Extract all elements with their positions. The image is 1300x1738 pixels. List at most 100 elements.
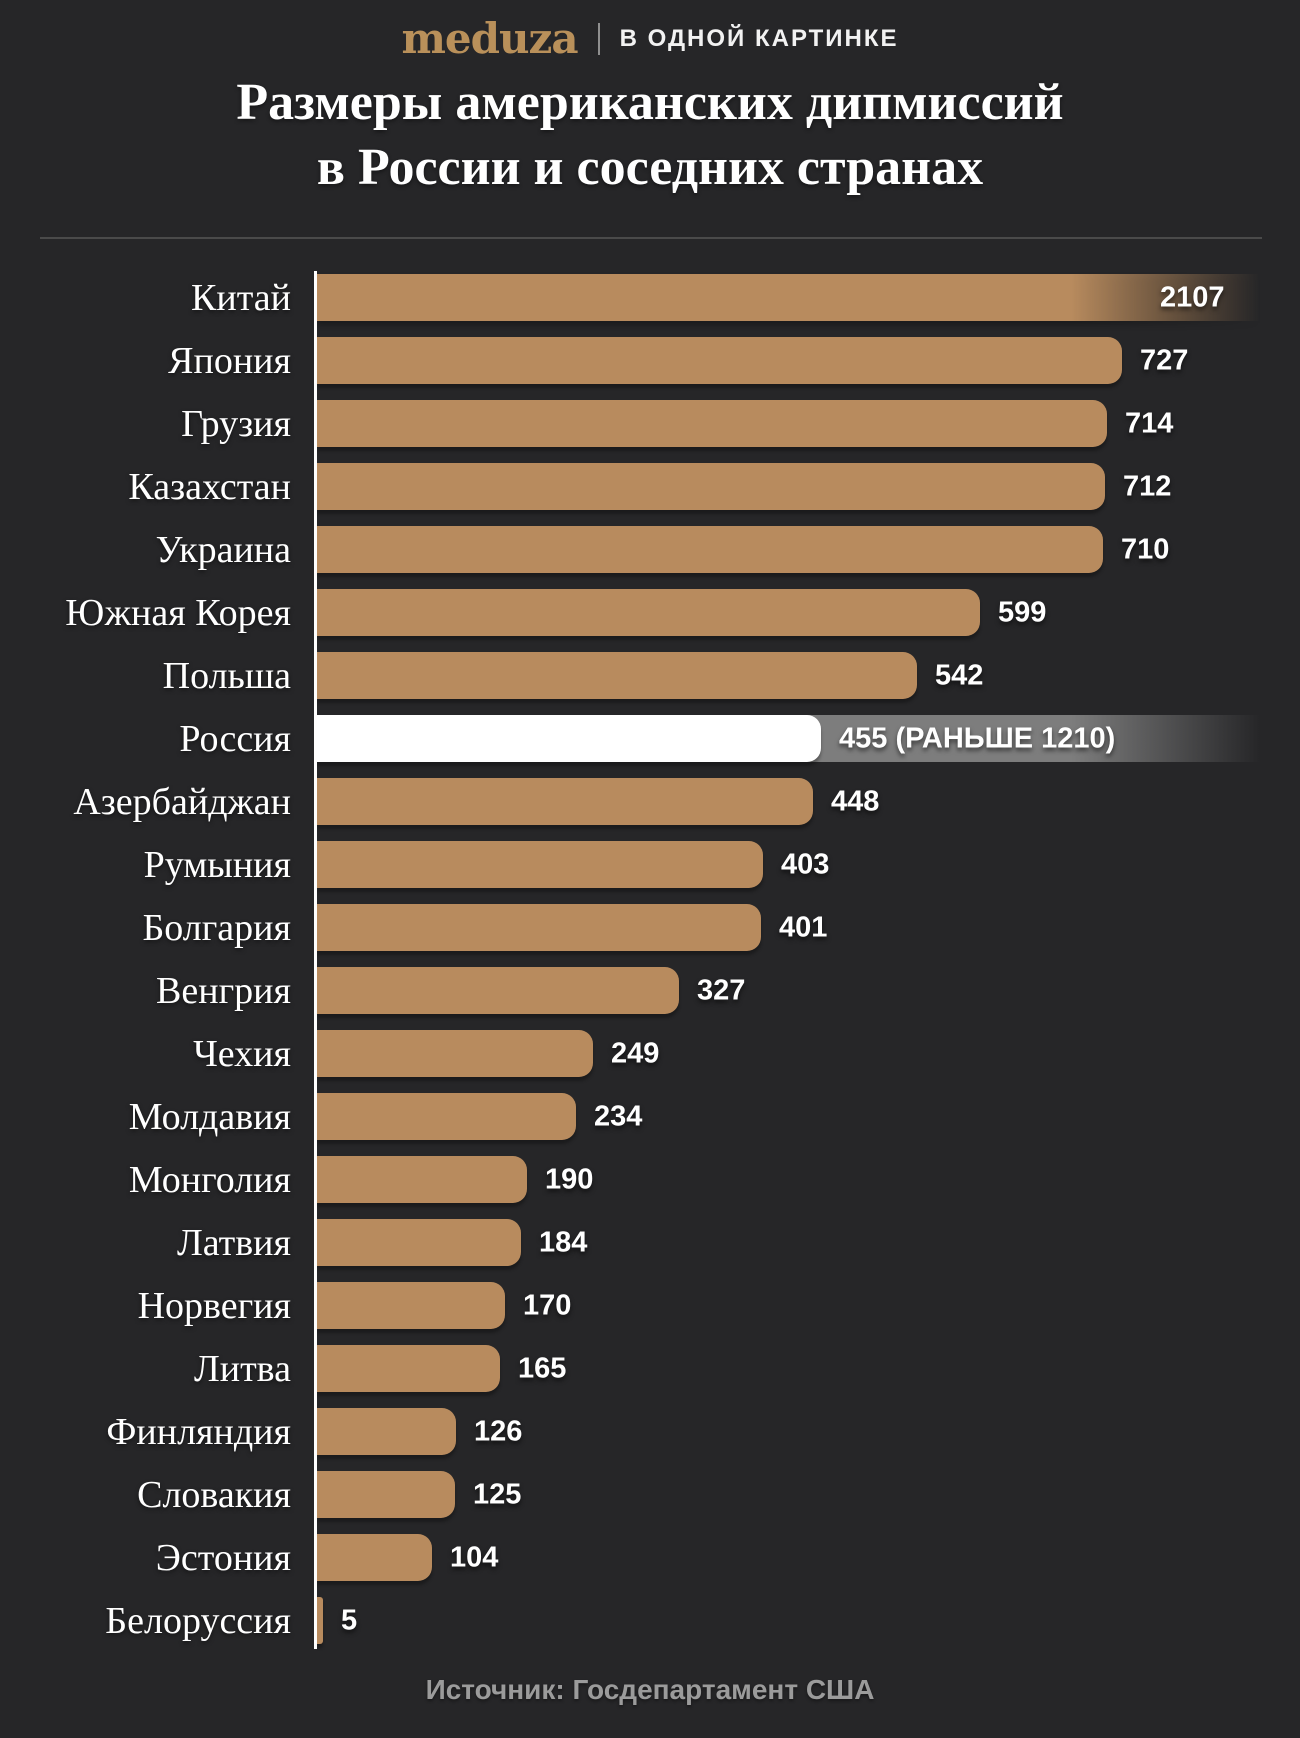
bar [317,1093,576,1140]
bar [317,1345,500,1392]
bar [317,1030,593,1077]
chart-row: Чехия 249 [0,1022,1300,1085]
bar-highlight [317,715,821,762]
value-label: 401 [779,911,828,943]
value-label: 5 [341,1604,358,1636]
country-label: Грузия [181,402,291,445]
country-label: Россия [179,717,291,760]
bar-area: 710 [317,518,1300,581]
y-axis-line [314,271,317,1649]
chart-row: Болгария 401 [0,896,1300,959]
bar-area: 599 [317,581,1300,644]
country-label: Украина [155,528,291,571]
value-label: 104 [450,1541,499,1573]
chart-row: Грузия 714 [0,392,1300,455]
country-label: Латвия [176,1221,291,1264]
value-label: 170 [523,1289,572,1321]
bar [317,967,679,1014]
bar-overflow [317,274,1260,321]
bar-area: 448 [317,770,1300,833]
country-label: Эстония [155,1536,291,1579]
meduza-logo: meduza [401,14,578,63]
value-label: 714 [1125,407,1174,439]
bar [317,778,813,825]
title-line-2: в России и соседних странах [316,139,984,196]
value-label: 403 [781,848,830,880]
chart-row: Румыния 403 [0,833,1300,896]
chart-row: Норвегия 170 [0,1274,1300,1337]
bar-area: 401 [317,896,1300,959]
bar-area: 190 [317,1148,1300,1211]
bar-area: 126 [317,1400,1300,1463]
value-label: 710 [1121,533,1170,565]
country-label: Словакия [137,1473,291,1516]
country-label: Азербайджан [73,780,291,823]
value-label: 125 [473,1478,522,1510]
value-label: 2107 [1160,281,1225,313]
chart-row: Казахстан 712 [0,455,1300,518]
value-label: 234 [594,1100,643,1132]
country-label: Литва [193,1347,291,1390]
bar [317,400,1107,447]
bar [317,652,917,699]
chart-row: Монголия 190 [0,1148,1300,1211]
source-note: Источник: Госдепартамент США [425,1674,875,1705]
bar [317,337,1122,384]
country-label: Норвегия [137,1284,291,1327]
bar [317,1534,432,1581]
bar-area: 170 [317,1274,1300,1337]
country-label: Польша [162,654,291,697]
value-label: 165 [518,1352,567,1384]
rubric-label: В ОДНОЙ КАРТИНКЕ [619,25,899,52]
value-label: 448 [831,785,880,817]
bar-area: 249 [317,1022,1300,1085]
bar-area: 714 [317,392,1300,455]
brand-bar: meduza В ОДНОЙ КАРТИНКЕ [0,18,1300,60]
page-title: Размеры американских дипмиссий в России … [0,70,1300,200]
country-label: Монголия [128,1158,291,1201]
country-label: Румыния [143,843,291,886]
value-label: 712 [1123,470,1172,502]
value-label: 327 [697,974,746,1006]
chart-row: Украина 710 [0,518,1300,581]
chart-row: Белоруссия 5 [0,1589,1300,1652]
country-label: Япония [168,339,291,382]
chart-row: Япония 727 [0,329,1300,392]
chart-row: Финляндия 126 [0,1400,1300,1463]
bar-area: 104 [317,1526,1300,1589]
chart-row: Южная Корея 599 [0,581,1300,644]
bar [317,1156,527,1203]
country-label: Венгрия [156,969,291,1012]
value-label: 542 [935,659,984,691]
chart-row: Венгрия 327 [0,959,1300,1022]
bar [317,1408,456,1455]
brand-separator [597,23,600,55]
chart-row: Латвия 184 [0,1211,1300,1274]
chart-row: Словакия 125 [0,1463,1300,1526]
bar [317,1219,521,1266]
chart-row: Китай 2107 [0,266,1300,329]
country-label: Болгария [142,906,291,949]
chart-row: Молдавия 234 [0,1085,1300,1148]
chart-row: Литва 165 [0,1337,1300,1400]
chart-row: Азербайджан 448 [0,770,1300,833]
value-label: 184 [539,1226,588,1258]
bar [317,1282,505,1329]
bar [317,904,761,951]
bar-area: 727 [317,329,1300,392]
bar-chart: Китай 2107 Япония 727 Грузия 714 Казахстан 712 У… [0,266,1300,1652]
bar [317,1471,455,1518]
country-label: Китай [191,276,291,319]
bar-area: 2107 [317,266,1300,329]
country-label: Молдавия [128,1095,291,1138]
country-label: Белоруссия [105,1599,291,1642]
title-line-1: Размеры американских дипмиссий [236,74,1064,131]
value-label: 249 [611,1037,660,1069]
bar-area: 542 [317,644,1300,707]
bar [317,526,1103,573]
bar [317,1597,323,1644]
bar-area: 403 [317,833,1300,896]
bar-area: 184 [317,1211,1300,1274]
bar [317,841,763,888]
